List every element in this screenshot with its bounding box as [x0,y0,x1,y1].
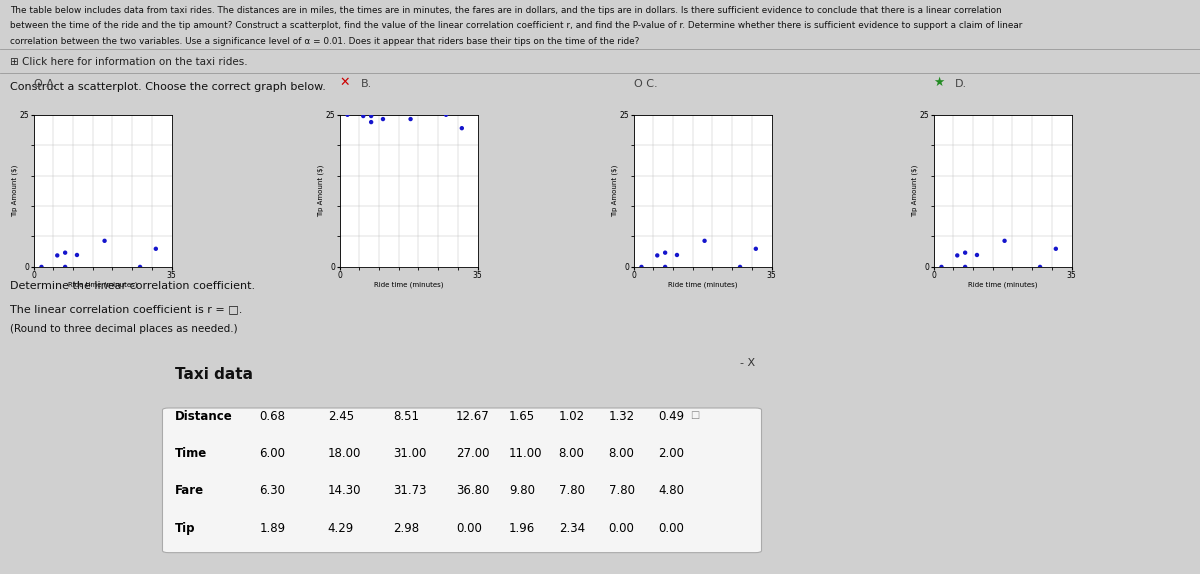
Point [746,244,766,253]
Text: ⊞ Click here for information on the taxi rides.: ⊞ Click here for information on the taxi… [10,57,247,67]
Point [146,244,166,253]
Text: 7.80: 7.80 [608,484,635,498]
Point [1031,262,1050,272]
Point [1046,244,1066,253]
Text: 0.49: 0.49 [659,410,685,423]
Point [48,251,67,260]
Point [67,250,86,259]
Text: 4.80: 4.80 [659,484,684,498]
Text: 1.89: 1.89 [259,522,286,534]
Text: 0.00: 0.00 [456,522,481,534]
Text: 2.00: 2.00 [659,447,684,460]
Text: 14.30: 14.30 [328,484,361,498]
Text: 1.02: 1.02 [559,410,584,423]
X-axis label: Ride time (minutes): Ride time (minutes) [668,281,737,288]
Text: O C.: O C. [634,79,658,89]
Text: 4.29: 4.29 [328,522,354,534]
Text: Distance: Distance [175,410,233,423]
Point [955,248,974,257]
Y-axis label: Tip Amount ($): Tip Amount ($) [912,165,918,217]
Text: Fare: Fare [175,484,204,498]
Text: The table below includes data from taxi rides. The distances are in miles, the t: The table below includes data from taxi … [10,6,1001,15]
X-axis label: Ride time (minutes): Ride time (minutes) [68,281,137,288]
Text: 1.96: 1.96 [509,522,535,534]
Text: 36.80: 36.80 [456,484,490,498]
Point [731,262,750,272]
Text: Determine the linear correlation coefficient.: Determine the linear correlation coeffic… [10,281,254,291]
Y-axis label: Tip Amount ($): Tip Amount ($) [318,165,324,217]
Point [632,262,652,272]
Text: 18.00: 18.00 [328,447,361,460]
X-axis label: Ride time (minutes): Ride time (minutes) [374,281,443,288]
Text: 0.68: 0.68 [259,410,286,423]
Text: Construct a scatterplot. Choose the correct graph below.: Construct a scatterplot. Choose the corr… [10,82,325,91]
Text: D.: D. [955,79,967,89]
Text: (Round to three decimal places as needed.): (Round to three decimal places as needed… [10,324,238,334]
Text: 1.32: 1.32 [608,410,635,423]
Text: 6.30: 6.30 [259,484,286,498]
Text: 9.80: 9.80 [509,484,535,498]
Text: 31.73: 31.73 [394,484,427,498]
Point [95,236,114,246]
Point [354,111,373,121]
Text: 6.00: 6.00 [259,447,286,460]
Point [932,262,952,272]
Text: - X: - X [740,358,755,369]
Text: 2.34: 2.34 [559,522,584,534]
Point [55,262,74,272]
Text: 11.00: 11.00 [509,447,542,460]
Text: 8.51: 8.51 [394,410,419,423]
Text: correlation between the two variables. Use a significance level of α = 0.01. Doe: correlation between the two variables. U… [10,37,638,46]
X-axis label: Ride time (minutes): Ride time (minutes) [968,281,1037,288]
Text: 2.45: 2.45 [328,410,354,423]
Point [131,262,150,272]
Text: 2.98: 2.98 [394,522,420,534]
Point [967,250,986,259]
Point [995,236,1014,246]
Text: 0.00: 0.00 [659,522,684,534]
Point [648,251,667,260]
Text: 7.80: 7.80 [559,484,584,498]
Point [361,118,380,127]
Point [401,114,420,123]
Point [55,248,74,257]
Text: Tip: Tip [175,522,196,534]
Text: B.: B. [361,79,372,89]
Point [32,262,52,272]
Point [452,123,472,133]
Text: Taxi data: Taxi data [175,367,253,382]
Point [361,111,380,121]
Point [948,251,967,260]
Y-axis label: Tip Amount ($): Tip Amount ($) [12,165,18,217]
FancyBboxPatch shape [162,408,762,553]
Text: ✕: ✕ [340,76,350,89]
Text: 8.00: 8.00 [608,447,635,460]
Point [655,262,674,272]
Text: Time: Time [175,447,208,460]
Text: 12.67: 12.67 [456,410,490,423]
Text: 8.00: 8.00 [559,447,584,460]
Point [695,236,714,246]
Text: 27.00: 27.00 [456,447,490,460]
Point [955,262,974,272]
Text: ★: ★ [934,76,944,89]
Text: 0.00: 0.00 [608,522,635,534]
Point [373,114,392,123]
Text: between the time of the ride and the tip amount? Construct a scatterplot, find t: between the time of the ride and the tip… [10,21,1022,30]
Point [338,110,358,119]
Point [437,110,456,119]
Text: 31.00: 31.00 [394,447,427,460]
Point [667,250,686,259]
Text: 1.65: 1.65 [509,410,535,423]
Point [655,248,674,257]
Text: The linear correlation coefficient is r = □.: The linear correlation coefficient is r … [10,304,242,314]
Text: O A.: O A. [34,79,56,89]
Y-axis label: Tip Amount ($): Tip Amount ($) [612,165,618,217]
Text: □: □ [690,410,700,420]
